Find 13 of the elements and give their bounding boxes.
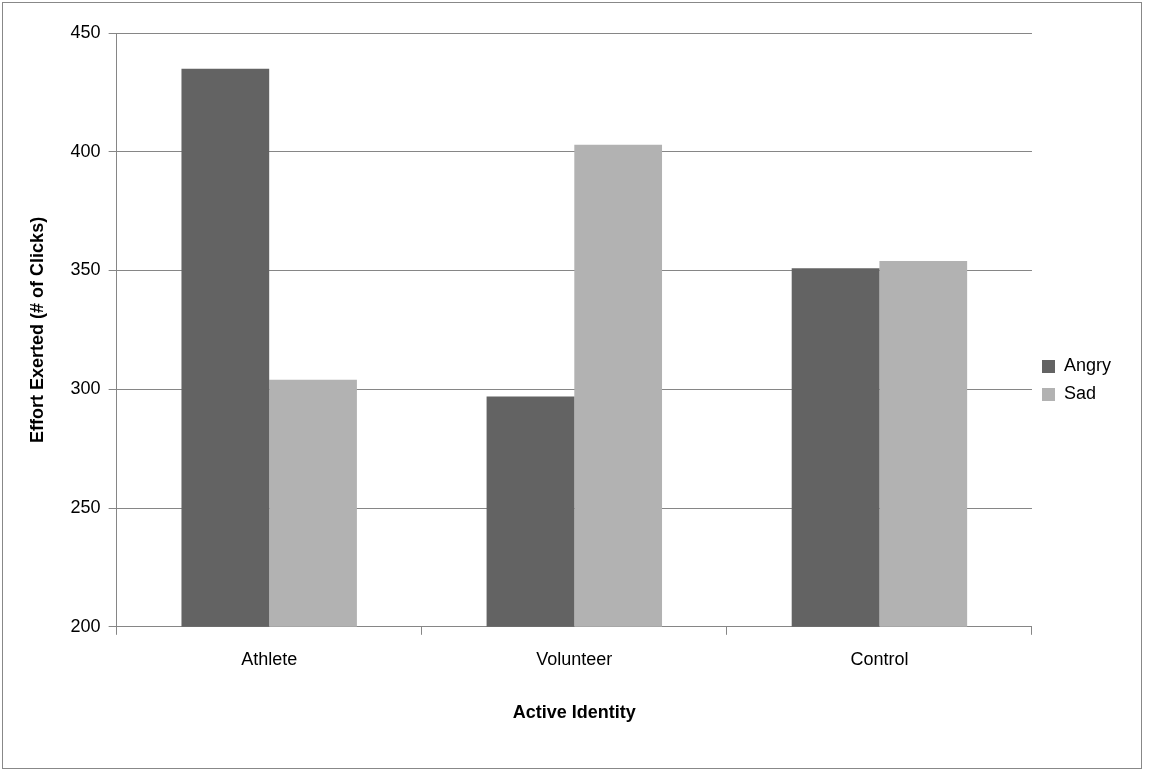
- y-axis-title: Effort Exerted (# of Clicks): [26, 216, 47, 443]
- y-tick-label: 350: [70, 259, 101, 280]
- y-tick-label: 250: [70, 497, 101, 518]
- legend-label: Sad: [1063, 383, 1097, 404]
- y-tick-label: 200: [70, 615, 101, 636]
- legend-label: Angry: [1063, 355, 1112, 376]
- y-tick-label: 400: [70, 140, 101, 161]
- x-tick-label: Control: [850, 648, 909, 669]
- y-tick-label: 450: [70, 21, 101, 42]
- x-tick-label: Volunteer: [536, 648, 613, 669]
- x-tick-label: Athlete: [241, 648, 298, 669]
- y-tick-label: 300: [70, 378, 101, 399]
- x-axis-title: Active Identity: [512, 702, 636, 723]
